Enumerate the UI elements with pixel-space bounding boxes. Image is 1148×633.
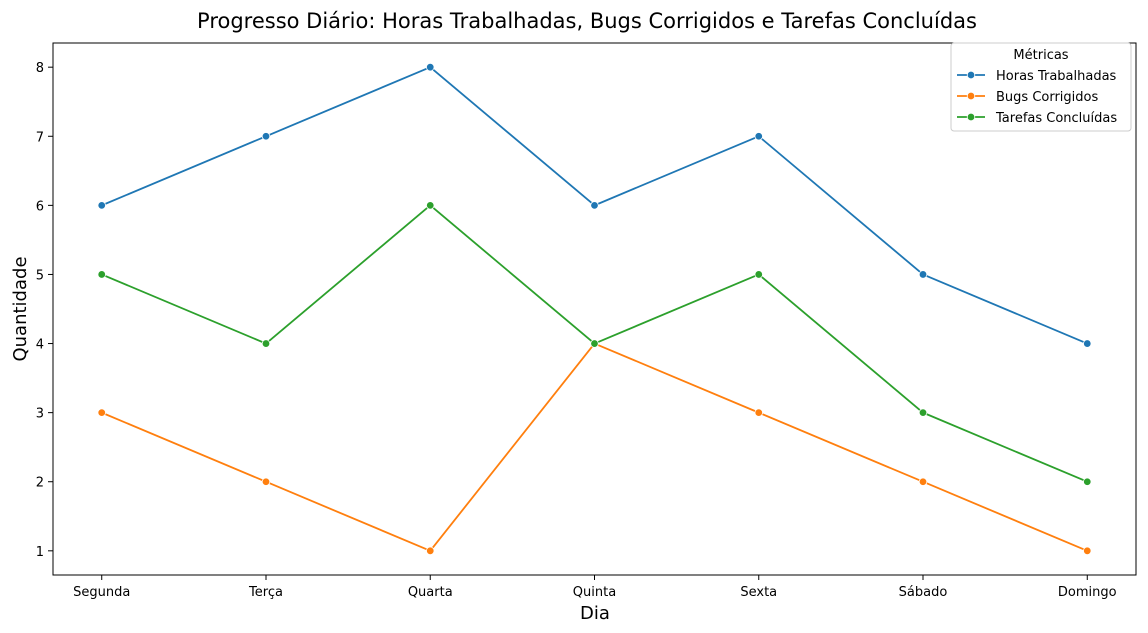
series-layer	[97, 62, 1092, 556]
y-axis-label: Quantidade	[10, 256, 31, 361]
chart-title: Progresso Diário: Horas Trabalhadas, Bug…	[197, 9, 977, 33]
y-tick-label: 4	[36, 338, 44, 353]
data-point	[1083, 477, 1092, 486]
data-point	[1083, 339, 1092, 348]
data-point	[97, 201, 106, 210]
data-point	[261, 339, 271, 348]
legend-box	[950, 42, 1132, 132]
data-point	[261, 132, 271, 141]
legend-items: Horas Trabalhadas Bugs Corrigidos Tarefas …	[957, 69, 1117, 126]
x-tick-label: Quinta	[573, 585, 616, 600]
series-line-2	[101, 342, 1088, 552]
y-tick-label: 7	[36, 130, 44, 145]
x-tick-label: Terça	[248, 585, 283, 600]
data-point	[754, 132, 763, 141]
legend-title: Métricas	[1013, 48, 1068, 63]
data-point	[426, 62, 435, 72]
x-tick-label: Sexta	[740, 585, 777, 600]
x-tick-label: Sábado	[899, 585, 948, 600]
data-point	[754, 408, 763, 417]
data-point	[261, 477, 271, 486]
legend-entry-label: Bugs Corrigidos	[996, 90, 1098, 105]
data-point	[590, 201, 599, 210]
x-tick-label: Quarta	[408, 585, 453, 600]
legend-entry-label: Tarefas Concluídas	[995, 111, 1117, 126]
y-tick-label: 1	[36, 545, 44, 560]
data-point	[918, 270, 928, 279]
legend-swatch-marker	[966, 70, 976, 80]
x-tick-label: Domingo	[1058, 585, 1117, 600]
y-tick-label: 8	[36, 61, 44, 76]
data-point	[426, 546, 435, 556]
legend-swatch-marker	[966, 112, 976, 122]
data-point	[97, 270, 106, 279]
data-point	[590, 339, 599, 348]
legend-entry-label: Horas Trabalhadas	[996, 69, 1117, 84]
y-tick-label: 5	[36, 268, 44, 283]
data-point	[97, 408, 106, 417]
legend-swatch-marker	[966, 91, 976, 101]
legend: Métricas Horas Trabalhadas Bugs Corrigido…	[950, 42, 1132, 132]
x-tick-label: Segunda	[73, 585, 130, 600]
y-axis: 1 2 3 4 5 6 7 8	[36, 61, 53, 560]
data-point	[426, 201, 435, 210]
y-tick-label: 6	[36, 199, 44, 214]
x-axis-label: Dia	[580, 603, 610, 624]
data-point	[1083, 546, 1092, 556]
y-tick-label: 3	[36, 407, 44, 422]
y-tick-label: 2	[36, 476, 44, 491]
data-point	[754, 270, 763, 279]
data-point	[918, 477, 928, 486]
data-point	[918, 408, 928, 417]
x-axis: Segunda Terça Quarta Quinta Sexta Sábado Domin…	[73, 575, 1117, 600]
